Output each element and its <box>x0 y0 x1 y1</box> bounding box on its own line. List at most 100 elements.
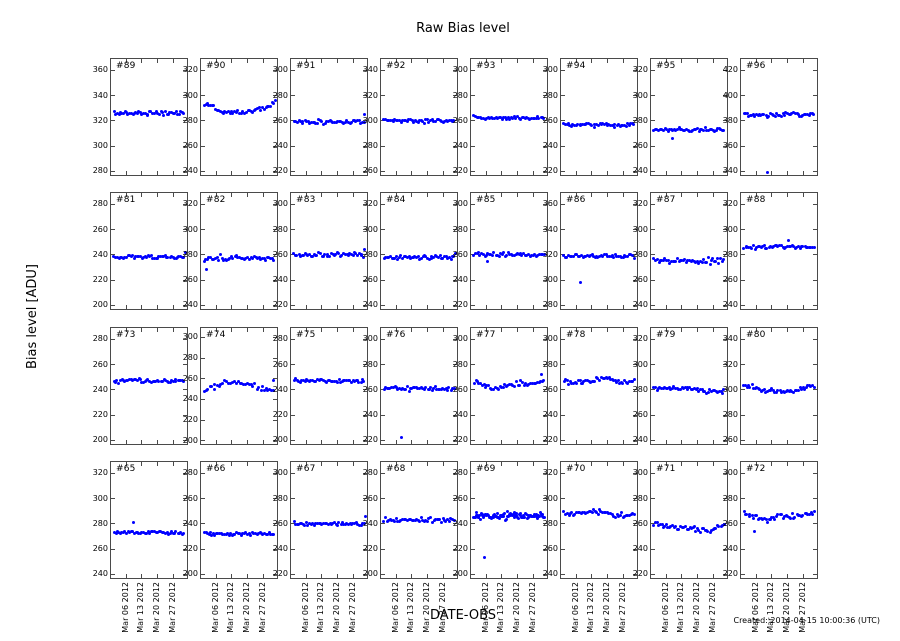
scatter-points <box>111 59 187 175</box>
data-point <box>514 514 518 518</box>
y-tick-label: 220 <box>632 569 648 579</box>
data-point <box>695 527 699 531</box>
data-point <box>598 121 602 125</box>
x-tick-mark <box>591 193 593 197</box>
data-point <box>414 386 418 390</box>
x-tick-mark <box>712 305 714 309</box>
data-point <box>173 111 177 115</box>
y-tick-mark <box>633 364 637 366</box>
data-point <box>596 123 600 127</box>
data-point <box>342 251 346 255</box>
data-point <box>382 387 386 391</box>
x-tick-mark <box>156 574 158 578</box>
y-tick-mark <box>453 304 457 306</box>
data-point <box>760 245 764 248</box>
data-point <box>411 255 415 259</box>
data-point <box>688 258 692 262</box>
data-point <box>252 254 256 258</box>
y-tick-mark <box>561 145 565 147</box>
y-tick-label: 320 <box>362 199 378 209</box>
data-point <box>657 128 661 132</box>
y-tick-label: 220 <box>92 275 108 284</box>
y-tick-label: 280 <box>542 518 558 528</box>
data-point <box>497 516 501 520</box>
data-point <box>475 379 479 383</box>
y-tick-mark <box>381 95 385 97</box>
x-tick-label: Mar 27 2012 <box>617 582 627 633</box>
y-tick-label: 260 <box>182 493 198 503</box>
subplot-id-label: #65 <box>116 464 136 474</box>
y-tick-mark <box>543 414 547 416</box>
x-tick-label: Mar 06 2012 <box>301 582 311 633</box>
y-tick-mark <box>183 254 187 256</box>
data-point <box>742 510 746 514</box>
x-tick-mark <box>696 171 698 175</box>
data-point <box>776 245 780 248</box>
data-point <box>699 530 703 534</box>
x-tick-mark <box>336 193 338 197</box>
y-tick-label: 300 <box>722 468 738 478</box>
y-tick-mark <box>363 203 367 205</box>
data-point <box>781 516 785 520</box>
y-tick-mark <box>561 414 565 416</box>
data-point <box>596 513 600 517</box>
data-point <box>652 523 656 527</box>
data-point <box>688 385 692 389</box>
data-point <box>704 260 708 264</box>
x-tick-mark <box>501 171 503 175</box>
data-point <box>700 127 704 131</box>
data-point <box>616 514 620 518</box>
y-tick-mark <box>183 304 187 306</box>
data-point <box>318 522 322 526</box>
x-tick-label: Mar 27 2012 <box>167 582 177 633</box>
x-tick-mark <box>442 193 444 197</box>
data-point <box>152 257 156 261</box>
x-tick-mark <box>576 171 578 175</box>
x-tick-mark <box>156 171 158 175</box>
data-point <box>578 378 582 382</box>
data-point <box>248 533 252 537</box>
x-tick-mark <box>591 171 593 175</box>
data-point <box>669 524 673 528</box>
x-tick-mark <box>576 305 578 309</box>
data-point <box>745 513 749 517</box>
y-tick-label: 280 <box>272 90 288 100</box>
data-point <box>399 387 403 391</box>
data-point <box>174 529 178 533</box>
data-point <box>404 388 408 392</box>
data-point <box>691 128 695 132</box>
data-point <box>784 245 788 249</box>
y-tick-mark <box>381 69 385 71</box>
data-point <box>655 521 659 525</box>
y-tick-mark <box>273 548 277 550</box>
data-point <box>669 387 673 391</box>
x-tick-mark <box>576 193 578 197</box>
y-tick-mark <box>453 472 457 474</box>
data-point <box>170 379 174 383</box>
data-point <box>266 532 270 536</box>
data-point <box>582 122 586 126</box>
data-point <box>631 511 635 515</box>
y-tick-label: 240 <box>722 544 738 553</box>
data-point <box>332 253 336 257</box>
data-point <box>324 521 328 525</box>
x-tick-mark <box>501 193 503 197</box>
data-point <box>220 257 224 261</box>
y-tick-label: 340 <box>362 65 378 75</box>
data-point <box>434 517 438 521</box>
data-point <box>256 531 260 535</box>
y-tick-mark <box>633 573 637 575</box>
x-tick-mark <box>156 462 158 466</box>
data-point <box>763 390 767 394</box>
y-tick-label: 240 <box>452 275 468 284</box>
x-tick-mark <box>666 328 668 332</box>
y-tick-label: 260 <box>542 544 558 553</box>
y-tick-label: 320 <box>182 65 198 75</box>
data-point <box>335 380 339 384</box>
data-point <box>261 106 265 110</box>
data-point <box>155 111 159 115</box>
data-point <box>584 379 588 383</box>
data-point <box>124 378 128 382</box>
data-point <box>168 380 172 384</box>
data-point <box>333 520 337 524</box>
